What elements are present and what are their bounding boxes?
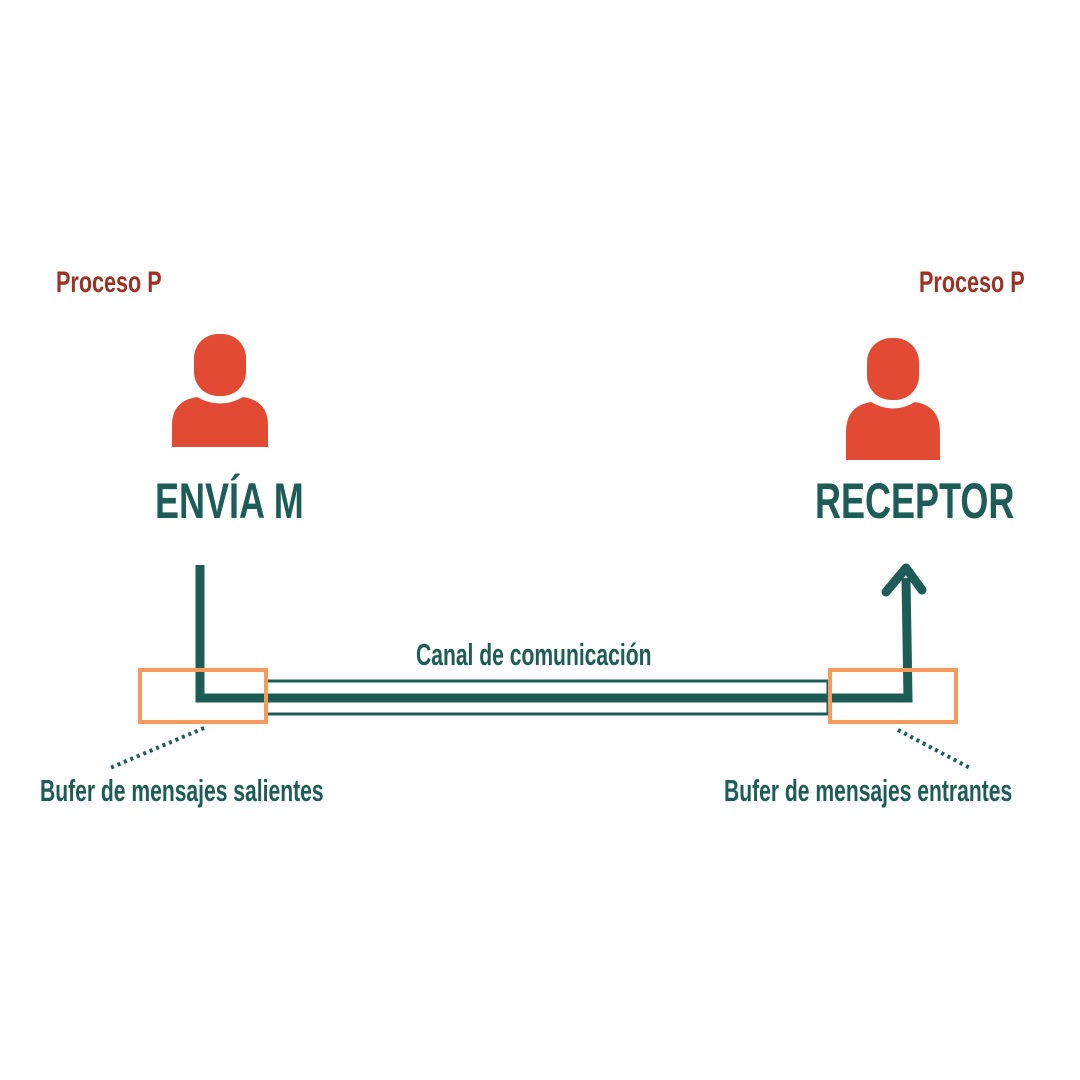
receiver-arrowhead xyxy=(881,563,927,597)
sender-action-label: ENVÍA M xyxy=(155,473,304,529)
outgoing-buffer-box xyxy=(138,668,268,724)
receiver-line xyxy=(832,577,913,703)
sender-process-label: Proceso P xyxy=(56,266,162,299)
channel-label: Canal de comunicación xyxy=(416,637,652,672)
incoming-buffer-leader xyxy=(897,728,971,770)
receiver-person-icon xyxy=(846,338,940,460)
receiver-process-label: Proceso P xyxy=(919,266,1025,299)
receiver-action-label: RECEPTOR xyxy=(815,473,1015,529)
incoming-buffer-box xyxy=(828,668,958,724)
outgoing-buffer-label: Bufer de mensajes salientes xyxy=(40,773,324,808)
sender-person-icon xyxy=(172,334,268,447)
incoming-buffer-label: Bufer de mensajes entrantes xyxy=(724,773,1013,808)
sender-line xyxy=(195,565,832,703)
outgoing-buffer-leader xyxy=(109,726,205,770)
